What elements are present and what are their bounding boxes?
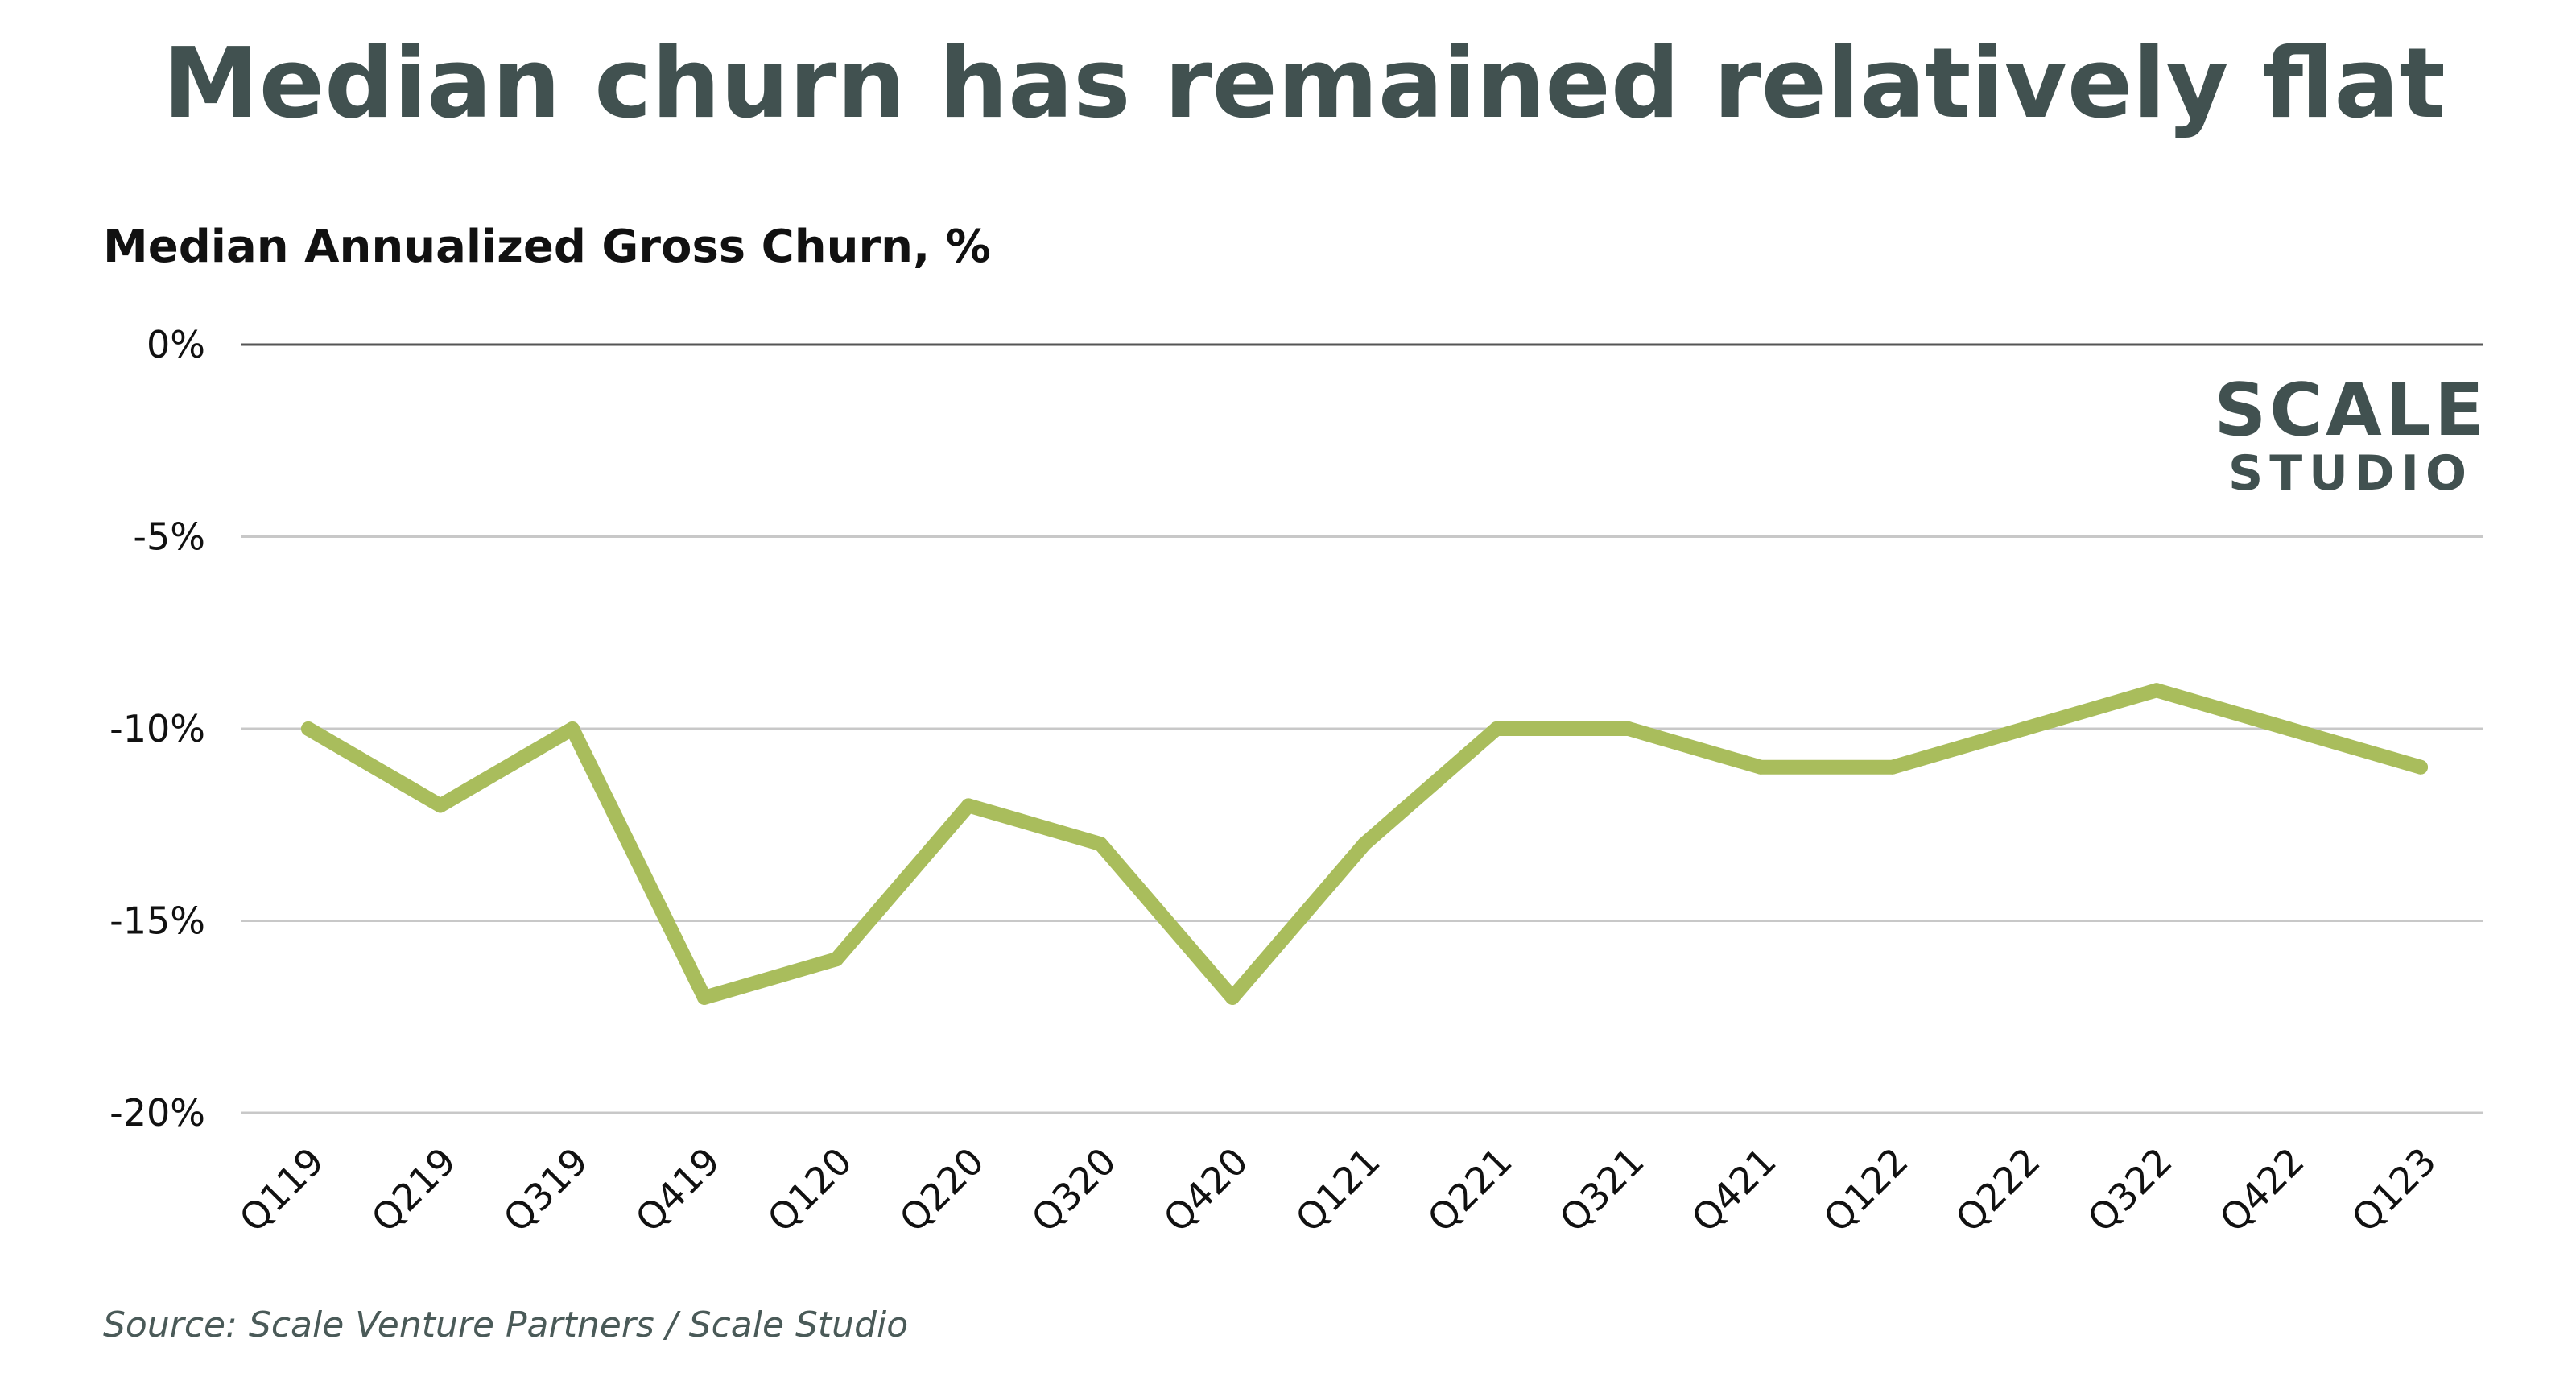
x-tick-label: Q422 — [2211, 1139, 2313, 1241]
y-tick-label: -5% — [133, 515, 205, 559]
scale-studio-logo: SCALE STUDIO — [2214, 368, 2487, 502]
x-tick-label: Q420 — [1155, 1139, 1257, 1241]
data-point — [1225, 990, 1240, 1005]
data-point — [2017, 721, 2032, 736]
data-point — [2281, 721, 2296, 736]
x-tick-label: Q120 — [759, 1139, 861, 1241]
series-group — [301, 683, 2428, 1005]
y-tick-label: 0% — [147, 323, 205, 366]
x-tick-label: Q220 — [891, 1139, 993, 1241]
data-point — [829, 952, 844, 967]
data-point — [1357, 837, 1372, 852]
data-point — [1093, 837, 1108, 852]
x-tick-label: Q119 — [231, 1139, 332, 1241]
y-tick-label: -15% — [109, 899, 205, 943]
data-point — [961, 798, 976, 813]
chart-subtitle: Median Annualized Gross Churn, % — [103, 221, 991, 273]
data-point — [697, 990, 712, 1005]
x-tick-label: Q319 — [495, 1139, 597, 1241]
data-point — [1885, 759, 1900, 775]
data-point — [2149, 683, 2164, 698]
data-point — [433, 798, 448, 813]
data-point — [1621, 721, 1636, 736]
data-point — [1753, 759, 1768, 775]
x-tick-label: Q419 — [627, 1139, 729, 1241]
y-axis-ticks: 0% -5% -10% -15% -20% — [109, 323, 205, 1135]
x-tick-label: Q222 — [1947, 1139, 2049, 1241]
data-point — [301, 721, 316, 736]
x-tick-label: Q123 — [2343, 1139, 2445, 1241]
x-tick-label: Q121 — [1287, 1139, 1389, 1241]
x-tick-label: Q221 — [1419, 1139, 1521, 1241]
source-note: Source: Scale Venture Partners / Scale S… — [103, 1304, 908, 1346]
x-tick-label: Q421 — [1683, 1139, 1785, 1241]
y-tick-label: -20% — [109, 1091, 205, 1135]
x-tick-label: Q122 — [1815, 1139, 1917, 1241]
data-point — [1489, 721, 1504, 736]
x-tick-label: Q321 — [1551, 1139, 1653, 1241]
logo-line-2: STUDIO — [2228, 445, 2473, 502]
y-tick-label: -10% — [109, 707, 205, 750]
gridlines — [242, 343, 2483, 1114]
chart-title: Median churn has remained relatively fla… — [163, 28, 2445, 140]
x-axis-ticks: Q119 Q219 Q319 Q419 Q120 Q220 Q320 Q420 Q121 Q221… — [231, 1139, 2445, 1241]
x-tick-label: Q322 — [2079, 1139, 2181, 1241]
x-tick-label: Q320 — [1023, 1139, 1125, 1241]
data-point — [2413, 759, 2428, 775]
x-tick-label: Q219 — [363, 1139, 464, 1241]
logo-line-1: SCALE — [2214, 368, 2487, 453]
data-point — [565, 721, 580, 736]
